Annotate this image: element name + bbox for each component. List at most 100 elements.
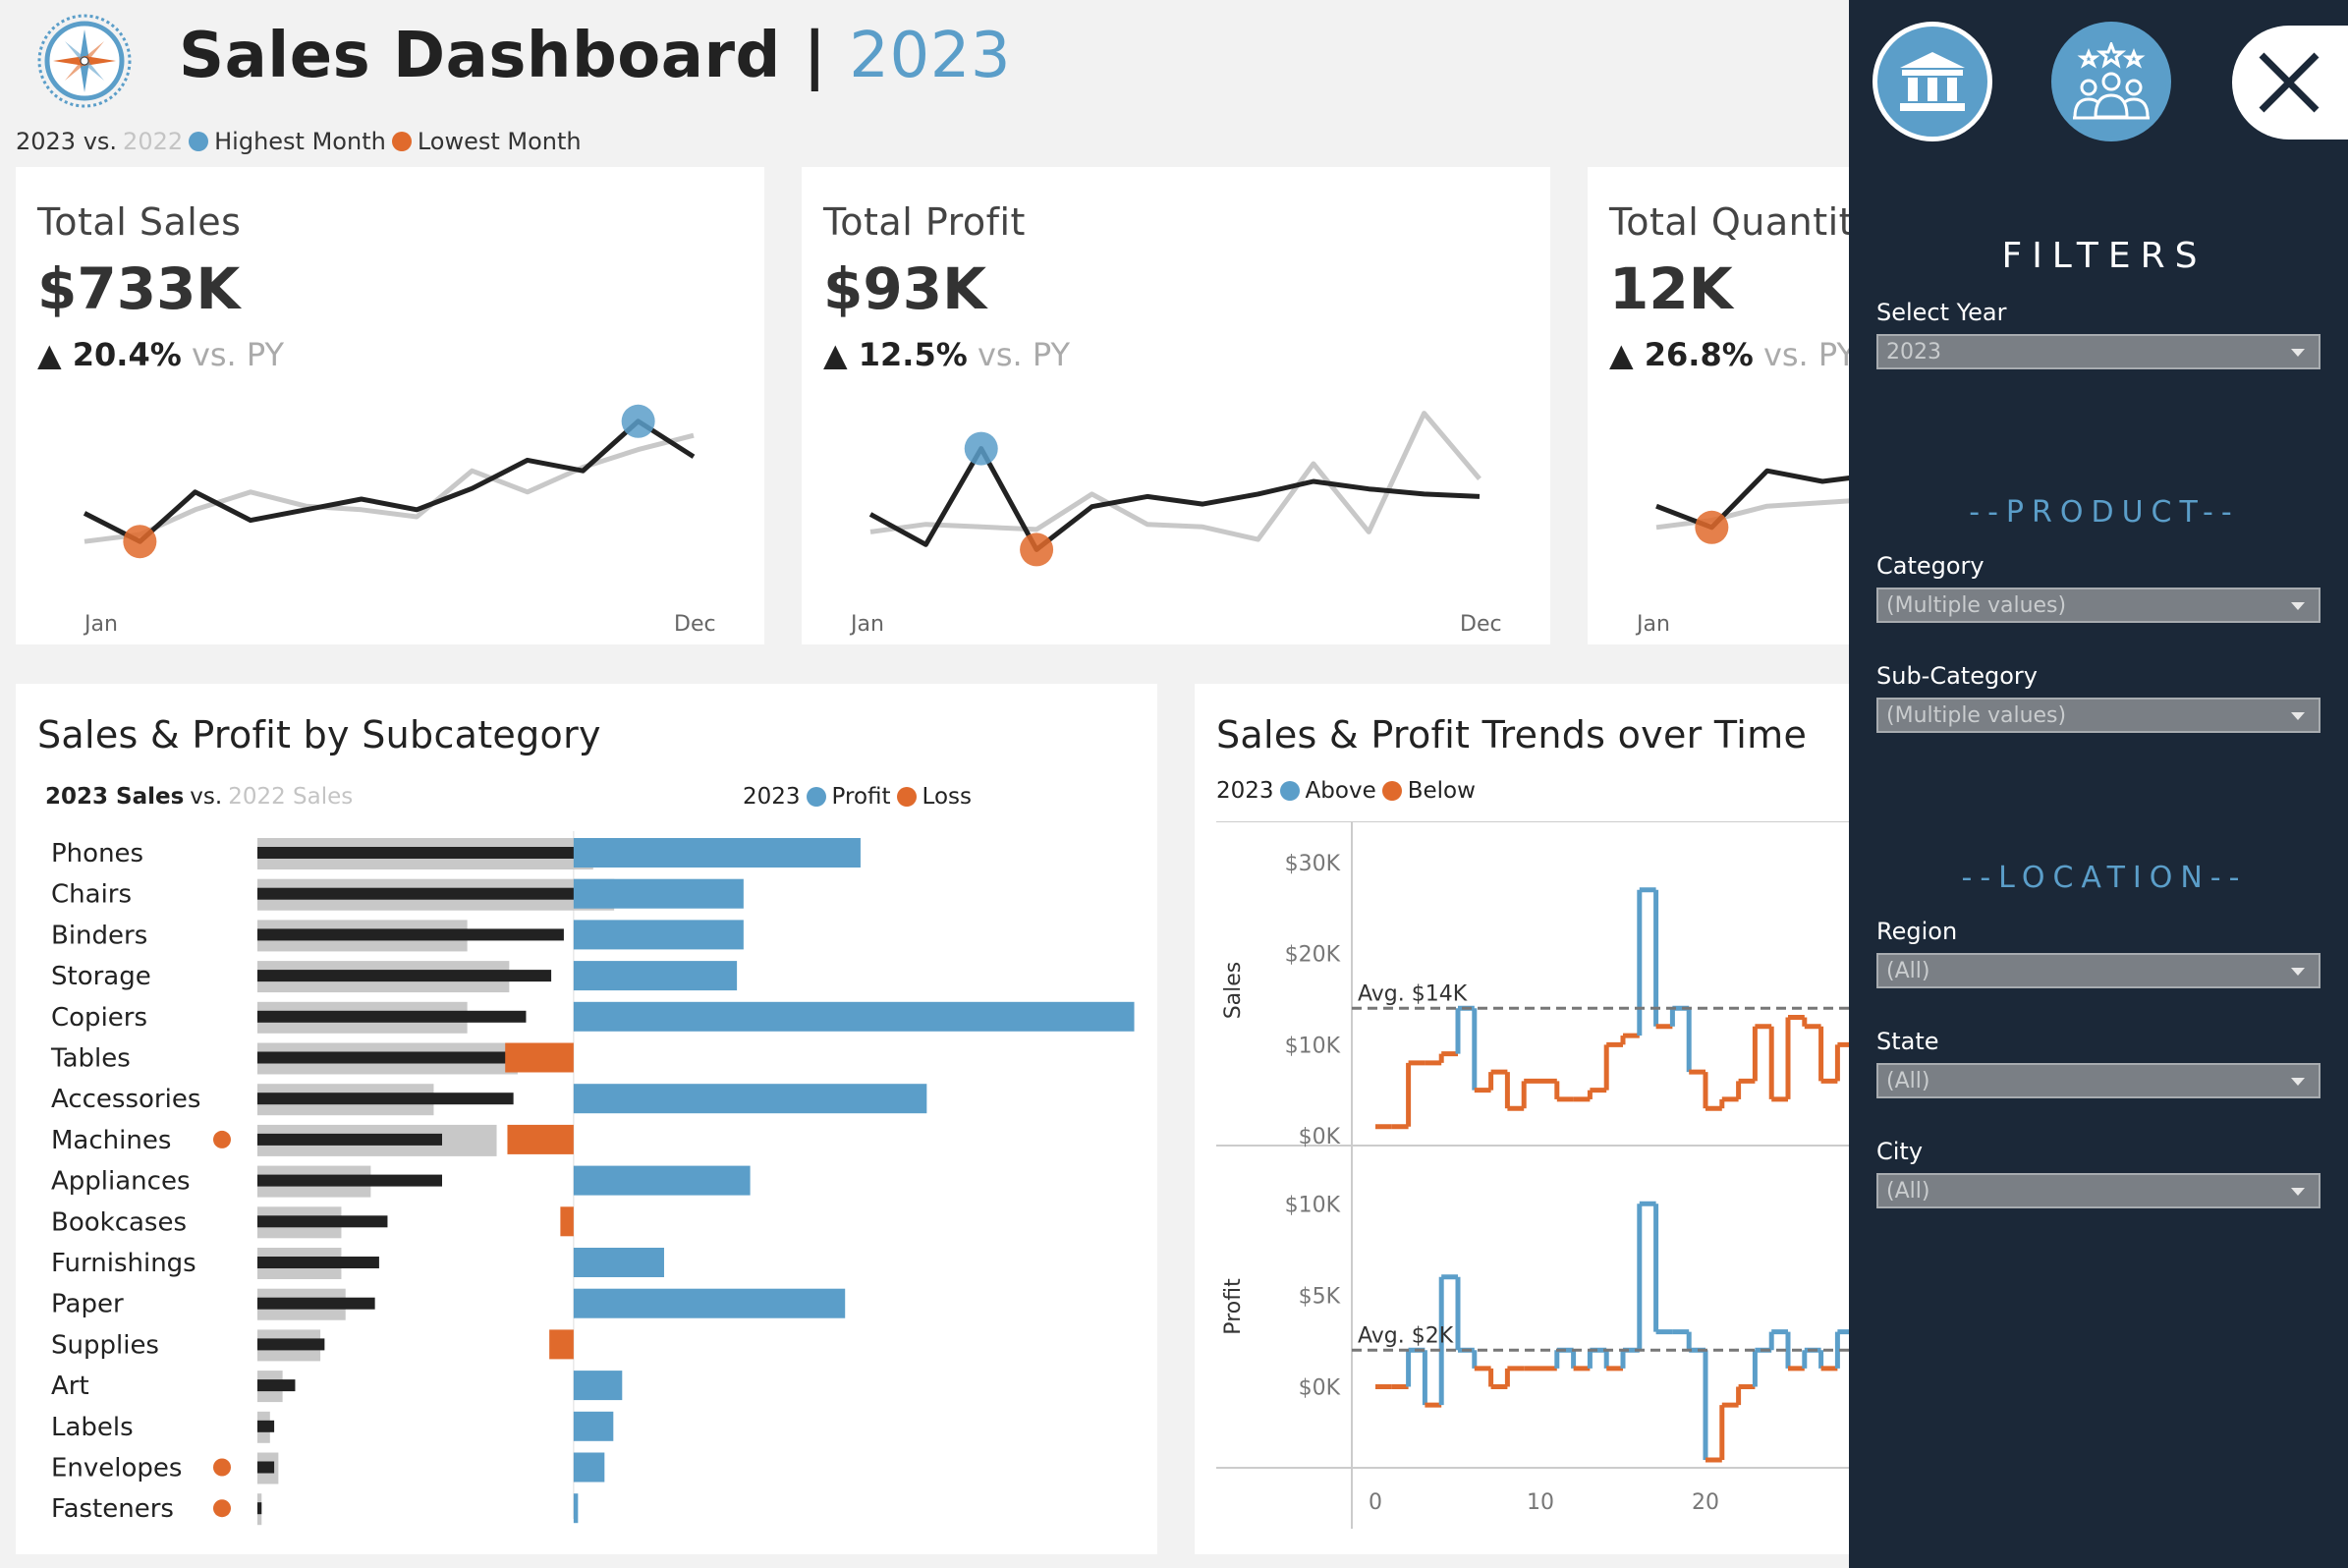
customers-button[interactable] bbox=[2051, 22, 2171, 141]
year-label: Select Year bbox=[1876, 299, 2007, 326]
kpi-delta: ▲ 12.5% vs. PY bbox=[823, 336, 1070, 373]
profit-bar bbox=[573, 838, 861, 868]
product-heading: --PRODUCT-- bbox=[1969, 495, 2240, 530]
profit-average-label: Avg. $2K bbox=[1358, 1323, 1454, 1348]
category-label: Furnishings bbox=[51, 1249, 196, 1278]
profit-dot-icon bbox=[806, 787, 826, 807]
profit-bar bbox=[573, 1165, 751, 1196]
subcategory-select[interactable]: (Multiple values) bbox=[1876, 698, 2320, 733]
bar-2023-sales bbox=[257, 1257, 379, 1268]
kpi-end-label: Dec bbox=[674, 612, 716, 637]
city-label: City bbox=[1876, 1138, 1924, 1165]
lowest-month-point bbox=[123, 525, 157, 559]
profit-legend-year: 2023 bbox=[743, 784, 801, 810]
sales-legend-current: 2023 Sales bbox=[45, 784, 185, 810]
category-label: Phones bbox=[51, 839, 143, 868]
subcategory-bar-chart[interactable]: Phones Chairs Binders Storage Copiers Tables A… bbox=[16, 831, 1157, 1548]
profit-tick-label: $0K bbox=[1299, 1376, 1341, 1401]
profit-bar bbox=[573, 920, 744, 950]
region-select[interactable]: (All) bbox=[1876, 953, 2320, 988]
kpi-vs: vs. PY bbox=[1762, 336, 1853, 373]
bar-2023-sales bbox=[257, 887, 661, 900]
category-label: Appliances bbox=[51, 1167, 191, 1197]
kpi-vs: vs. PY bbox=[977, 336, 1071, 373]
bar-2023-sales bbox=[257, 970, 552, 982]
profit-bar-loss bbox=[549, 1329, 574, 1360]
subcategory-label: Sub-Category bbox=[1876, 662, 2038, 690]
bar-2023-sales bbox=[257, 1051, 518, 1064]
close-icon bbox=[2259, 52, 2320, 113]
profit-bar bbox=[573, 1001, 1135, 1032]
profit-bar-loss bbox=[505, 1042, 574, 1073]
trend-step-chart[interactable]: Sales Profit $30K $20K $10K $0K Avg. $14K $10K $… bbox=[1195, 821, 1853, 1554]
state-select-value: (All) bbox=[1886, 1069, 1930, 1093]
region-select-value: (All) bbox=[1886, 959, 1930, 983]
trends-legend: 2023 Above Below bbox=[1216, 778, 1476, 804]
bar-2023-sales bbox=[257, 1379, 296, 1392]
series-2022-line bbox=[1655, 498, 1853, 531]
lowest-month-point bbox=[1695, 510, 1729, 544]
below-label: Below bbox=[1407, 778, 1476, 804]
bank-button[interactable] bbox=[1873, 22, 1992, 141]
bar-2023-sales bbox=[257, 1174, 442, 1187]
sales-tick-label: $20K bbox=[1285, 943, 1341, 968]
kpi-start-label: Jan bbox=[1635, 612, 1670, 637]
series-2023-line bbox=[1655, 468, 1853, 531]
subcategory-panel: Sales & Profit by Subcategory 2023 Sales… bbox=[16, 684, 1157, 1554]
category-label: Envelopes bbox=[51, 1454, 182, 1484]
profit-bar-loss bbox=[507, 1124, 574, 1154]
x-tick-label: 20 bbox=[1692, 1490, 1719, 1515]
trends-panel: Sales & Profit Trends over Time 2023 Abo… bbox=[1195, 684, 1853, 1554]
sales-sparkline[interactable]: Jan Dec bbox=[16, 383, 764, 644]
category-label: Supplies bbox=[51, 1330, 159, 1360]
bar-2023-sales bbox=[257, 1297, 375, 1310]
profit-bar bbox=[573, 1084, 927, 1114]
category-label: Fasteners bbox=[51, 1494, 174, 1524]
trends-legend-year: 2023 bbox=[1216, 778, 1274, 804]
x-tick-label: 10 bbox=[1527, 1490, 1554, 1515]
profit-bar bbox=[573, 1452, 605, 1483]
sales-tick-label: $30K bbox=[1285, 852, 1341, 876]
profit-bar bbox=[573, 961, 738, 991]
sales-legend: 2023 Sales vs. 2022 Sales bbox=[45, 784, 353, 810]
sales-tick-label: $10K bbox=[1285, 1034, 1341, 1058]
state-select[interactable]: (All) bbox=[1876, 1063, 2320, 1098]
header-legend: 2023 vs. 2022 Highest Month Lowest Month bbox=[16, 128, 582, 155]
region-label: Region bbox=[1876, 918, 1958, 945]
profit-sparkline[interactable]: Jan Dec bbox=[802, 383, 1550, 644]
highest-month-point bbox=[621, 404, 655, 438]
kpi-title: Total Quantity bbox=[1609, 200, 1853, 244]
category-label: Bookcases bbox=[51, 1207, 187, 1237]
category-label: Category bbox=[1876, 552, 1985, 580]
close-button[interactable] bbox=[2232, 26, 2348, 140]
kpi-value: $93K bbox=[823, 255, 987, 322]
kpi-delta: ▲ 20.4% vs. PY bbox=[37, 336, 284, 373]
highest-month-point bbox=[964, 431, 998, 466]
loss-marker-dot bbox=[213, 1130, 231, 1148]
legend-lowest: Lowest Month bbox=[417, 128, 582, 155]
above-label: Above bbox=[1305, 778, 1376, 804]
profit-axis-title: Profit bbox=[1221, 1278, 1246, 1335]
above-dot-icon bbox=[1279, 781, 1300, 801]
profit-bar-loss bbox=[560, 1206, 574, 1237]
filters-heading: FILTERS bbox=[2001, 236, 2208, 276]
profit-bar bbox=[573, 1288, 846, 1318]
kpi-delta-value: ▲ 12.5% bbox=[823, 336, 968, 373]
kpi-start-label: Jan bbox=[83, 612, 118, 637]
kpi-value: 12K bbox=[1609, 255, 1733, 322]
category-select[interactable]: (Multiple values) bbox=[1876, 588, 2320, 623]
bar-2023-sales bbox=[257, 1010, 527, 1023]
quantity-sparkline[interactable]: Jan bbox=[1588, 383, 1853, 644]
year-select[interactable]: 2023 bbox=[1876, 334, 2320, 369]
loss-legend-label: Loss bbox=[922, 784, 972, 810]
location-heading: --LOCATION-- bbox=[1961, 861, 2248, 895]
loss-dot-icon bbox=[896, 787, 917, 807]
kpi-vs: vs. PY bbox=[191, 336, 285, 373]
category-label: Tables bbox=[50, 1044, 131, 1074]
loss-marker-dot bbox=[213, 1499, 231, 1518]
sales-axis-title: Sales bbox=[1221, 962, 1246, 1020]
bar-2023-sales bbox=[257, 928, 564, 941]
category-label: Chairs bbox=[51, 880, 132, 910]
city-select[interactable]: (All) bbox=[1876, 1173, 2320, 1208]
profit-bar bbox=[573, 878, 744, 909]
